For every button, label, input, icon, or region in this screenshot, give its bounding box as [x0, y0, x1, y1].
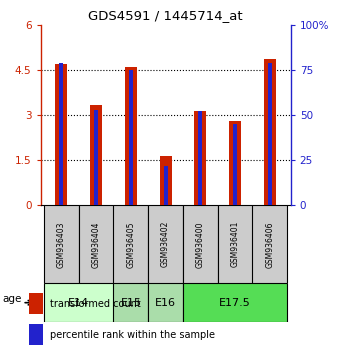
- Bar: [164, 166, 168, 205]
- Bar: [183, 283, 287, 322]
- Bar: [79, 205, 114, 283]
- Text: GSM936404: GSM936404: [92, 221, 101, 268]
- Text: GSM936400: GSM936400: [196, 221, 205, 268]
- Bar: [183, 205, 218, 283]
- Bar: [252, 205, 287, 283]
- Bar: [90, 104, 102, 205]
- Bar: [264, 59, 276, 205]
- Bar: [160, 156, 172, 205]
- Bar: [29, 324, 43, 346]
- Text: GSM936406: GSM936406: [265, 221, 274, 268]
- Text: GSM936401: GSM936401: [231, 221, 240, 268]
- Bar: [268, 63, 272, 205]
- Bar: [113, 283, 148, 322]
- Bar: [59, 63, 64, 205]
- Text: E15: E15: [120, 298, 141, 308]
- Bar: [148, 283, 183, 322]
- Bar: [113, 205, 148, 283]
- Bar: [129, 70, 133, 205]
- Text: GSM936402: GSM936402: [161, 221, 170, 268]
- Bar: [94, 110, 98, 205]
- Text: age: age: [2, 294, 21, 304]
- Bar: [55, 64, 68, 205]
- Title: GDS4591 / 1445714_at: GDS4591 / 1445714_at: [88, 9, 243, 22]
- Bar: [218, 205, 252, 283]
- Bar: [148, 205, 183, 283]
- Bar: [229, 121, 241, 205]
- Text: E16: E16: [155, 298, 176, 308]
- Text: E14: E14: [68, 298, 89, 308]
- Bar: [125, 67, 137, 205]
- Text: percentile rank within the sample: percentile rank within the sample: [50, 330, 215, 340]
- Bar: [44, 205, 79, 283]
- Text: GSM936405: GSM936405: [126, 221, 136, 268]
- Bar: [29, 292, 43, 314]
- Bar: [194, 110, 207, 205]
- Text: transformed count: transformed count: [50, 299, 140, 309]
- Bar: [233, 124, 237, 205]
- Bar: [44, 283, 114, 322]
- Bar: [198, 112, 202, 205]
- Text: GSM936403: GSM936403: [57, 221, 66, 268]
- Text: E17.5: E17.5: [219, 298, 251, 308]
